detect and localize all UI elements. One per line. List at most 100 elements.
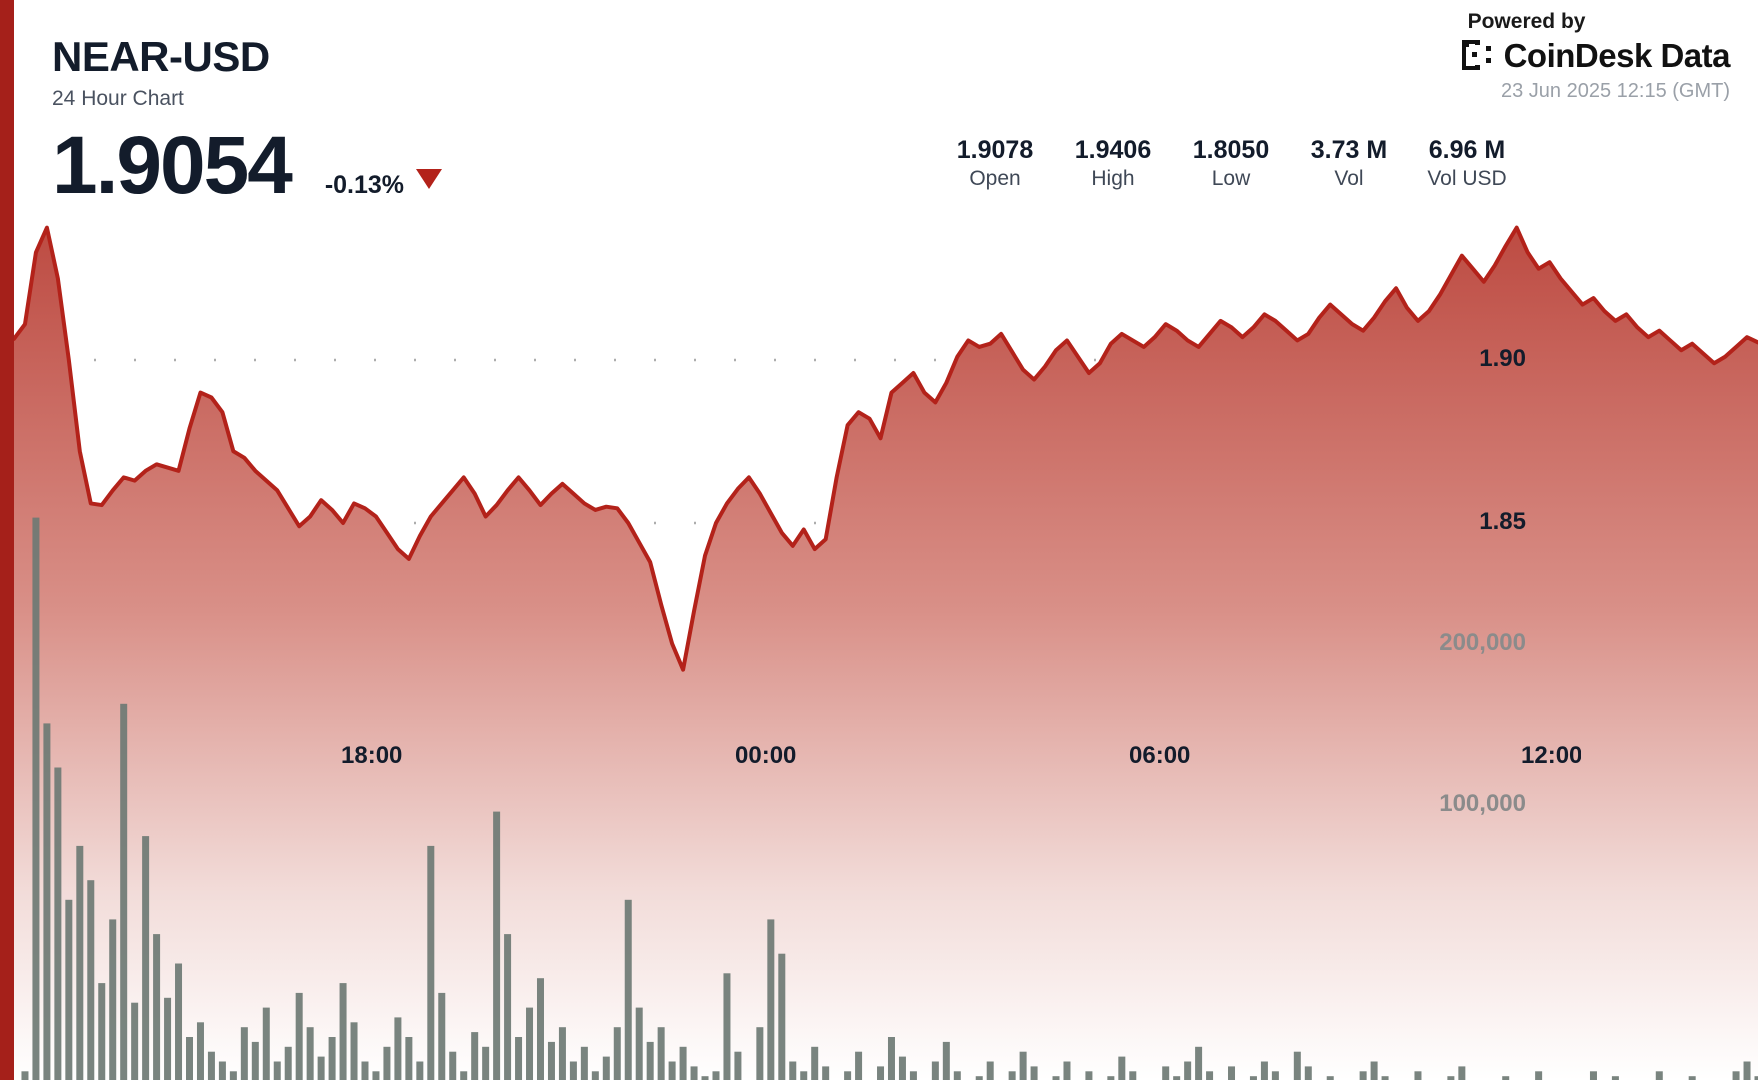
volume-bar	[109, 919, 117, 1080]
volume-bar	[515, 1037, 523, 1080]
volume-bar	[1173, 1076, 1181, 1080]
volume-bar	[986, 1061, 994, 1080]
volume-bar	[416, 1061, 424, 1080]
volume-bar	[1162, 1066, 1170, 1080]
price-line	[12, 225, 1758, 672]
volume-bar	[1447, 1076, 1455, 1080]
volume-bar	[504, 934, 512, 1080]
volume-bar	[207, 1051, 215, 1080]
volume-bar	[372, 1071, 380, 1080]
volume-bar	[284, 1046, 292, 1080]
time-axis-tick-1800: 18:00	[341, 742, 403, 769]
volume-bar	[1206, 1071, 1214, 1080]
volume-bar	[87, 880, 95, 1080]
volume-bar	[789, 1061, 797, 1080]
volume-bar	[405, 1037, 413, 1080]
volume-bar	[471, 1032, 479, 1080]
volume-bar	[1359, 1071, 1367, 1080]
volume-bar	[1458, 1066, 1466, 1080]
volume-bar	[734, 1051, 742, 1080]
volume-bar	[657, 1027, 665, 1080]
volume-bar	[1030, 1066, 1038, 1080]
volume-bar	[1326, 1076, 1334, 1080]
volume-bar	[218, 1061, 226, 1080]
time-axis-tick-1200: 12:00	[1521, 742, 1581, 769]
volume-bar	[1732, 1071, 1740, 1080]
volume-bar	[953, 1071, 961, 1080]
volume-bar	[449, 1051, 457, 1080]
volume-bar	[822, 1066, 830, 1080]
volume-bar	[712, 1071, 720, 1080]
volume-bar	[131, 1002, 139, 1080]
volume-bar	[811, 1046, 819, 1080]
volume-axis-tick-100000: 100,000	[1439, 790, 1526, 817]
volume-bar	[635, 1007, 643, 1080]
volume-bar	[1611, 1076, 1619, 1080]
volume-bar	[1228, 1066, 1236, 1080]
volume-bar	[701, 1076, 709, 1080]
volume-bar	[778, 953, 786, 1080]
volume-bar	[646, 1041, 654, 1080]
volume-bar	[580, 1046, 588, 1080]
volume-bar	[679, 1046, 687, 1080]
volume-bar	[526, 1007, 534, 1080]
volume-bar	[975, 1076, 983, 1080]
volume-bar	[295, 992, 303, 1080]
volume-bar	[1085, 1071, 1093, 1080]
volume-bar	[65, 899, 73, 1080]
volume-bar	[547, 1041, 555, 1080]
volume-bar	[21, 1071, 29, 1080]
volume-bar	[427, 845, 435, 1080]
volume-bar	[1304, 1066, 1312, 1080]
volume-bar	[328, 1037, 336, 1080]
volume-bar	[942, 1041, 950, 1080]
volume-bar	[394, 1017, 402, 1080]
volume-bar	[767, 919, 775, 1080]
volume-bar	[1052, 1076, 1060, 1080]
volume-axis-tick-200000: 200,000	[1439, 629, 1526, 656]
volume-bar	[460, 1071, 468, 1080]
volume-bar	[536, 978, 544, 1080]
time-axis-tick-0600: 06:00	[1129, 742, 1191, 769]
volume-bar	[1271, 1071, 1279, 1080]
volume-bar	[1184, 1061, 1192, 1080]
volume-bar	[76, 845, 84, 1080]
volume-bar	[1688, 1076, 1696, 1080]
volume-bars	[21, 517, 1758, 1080]
volume-bar	[1195, 1046, 1203, 1080]
volume-bar	[1381, 1076, 1389, 1080]
volume-bar	[1754, 1076, 1758, 1080]
volume-bar	[558, 1027, 566, 1080]
time-axis-tick-0000: 00:00	[735, 742, 797, 769]
volume-bar	[383, 1046, 391, 1080]
price-axis-tick-190: 1.90	[1479, 345, 1526, 372]
volume-bar	[306, 1027, 314, 1080]
volume-bar	[164, 997, 172, 1080]
volume-bar	[756, 1027, 764, 1080]
volume-bar	[175, 963, 183, 1080]
volume-bar	[240, 1027, 248, 1080]
volume-bar	[153, 934, 161, 1080]
volume-bar	[32, 517, 40, 1080]
volume-bar	[361, 1061, 369, 1080]
volume-bar	[120, 703, 128, 1080]
volume-bar	[493, 811, 501, 1080]
volume-bar	[186, 1037, 193, 1080]
volume-bar	[1502, 1076, 1510, 1080]
volume-bar	[1019, 1051, 1027, 1080]
volume-bar	[98, 983, 106, 1080]
volume-bar	[438, 992, 446, 1080]
volume-bar	[690, 1066, 698, 1080]
price-area-fill	[14, 227, 1758, 1080]
volume-bar	[43, 723, 51, 1080]
volume-bar	[262, 1007, 270, 1080]
volume-bar	[482, 1046, 490, 1080]
volume-bar	[1655, 1071, 1663, 1080]
volume-bar	[591, 1071, 599, 1080]
volume-bar	[1589, 1071, 1597, 1080]
volume-bar	[1249, 1076, 1257, 1080]
volume-bar	[844, 1071, 852, 1080]
volume-bar	[1293, 1051, 1301, 1080]
